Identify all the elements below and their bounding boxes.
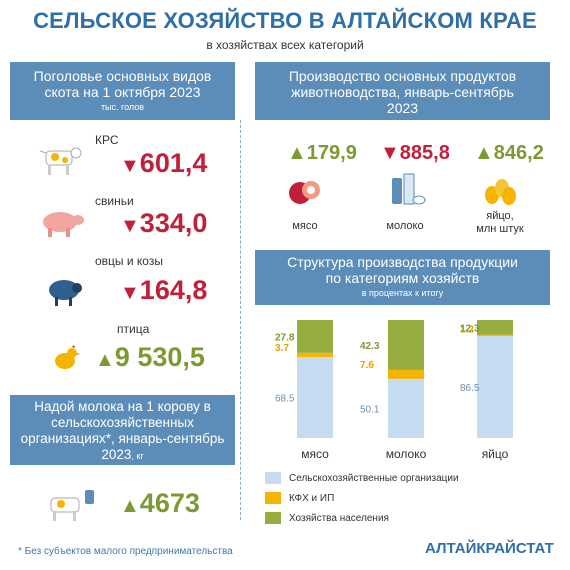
livestock-label-sheep: овцы и козы xyxy=(95,254,163,268)
legend-item-households: Хозяйства населения xyxy=(265,512,545,524)
bar-value-label: 12.3 xyxy=(460,323,480,334)
bar-segment-мясо-2 xyxy=(297,320,333,353)
production-heading-panel: Производство основных продуктов животнов… xyxy=(255,62,550,128)
page-title: СЕЛЬСКОЕ ХОЗЯЙСТВО В АЛТАЙСКОМ КРАЕ xyxy=(33,8,537,33)
chart-legend: Сельскохозяйственные организации КФХ и И… xyxy=(265,472,545,524)
bar-segment-молоко-0 xyxy=(388,378,424,438)
cow-milk-icon xyxy=(50,490,94,521)
livestock-value-sheep: ▼164,8 xyxy=(120,275,208,305)
production-value-meat: ▲179,9 xyxy=(287,142,357,164)
cow-icon xyxy=(39,147,82,175)
bar-value-label: 86.5 xyxy=(460,383,480,394)
down-arrow-icon: ▼ xyxy=(120,215,140,237)
bar-value-label: 1.2 xyxy=(460,325,474,336)
structure-chart: 68.5 3.727.8 мясо 50.1 7.6 42.3 молоко 86.5 1.21… xyxy=(275,320,513,461)
bar-value-label: 3.7 xyxy=(275,343,289,354)
bar-value-label: 68.5 xyxy=(275,394,295,405)
livestock-unit: тыс. голов xyxy=(100,102,145,112)
structure-heading-panel: Структура производства продукции по кате… xyxy=(255,250,550,305)
milk-yield-heading: Надой молока на 1 корову в сельскохозяйс… xyxy=(20,399,225,462)
legend-swatch xyxy=(265,512,281,524)
bar-value-label: 42.3 xyxy=(360,341,380,352)
bar-segment-яйцо-1 xyxy=(477,334,513,336)
production-unit: тыс. тонн xyxy=(382,118,423,128)
bar-value-label: 27.8 xyxy=(275,332,295,343)
structure-heading: Структура производства продукции по кате… xyxy=(287,254,518,286)
page-subtitle: в хозяйствах всех категорий xyxy=(206,38,364,52)
bar-segment-яйцо-0 xyxy=(477,335,513,438)
milk-yield-value: ▲4673 xyxy=(120,488,200,518)
category-label: молоко xyxy=(386,447,427,461)
production-label-meat: мясо xyxy=(292,220,318,232)
down-arrow-icon: ▼ xyxy=(120,155,140,177)
production-heading: Производство основных продуктов животнов… xyxy=(288,68,517,116)
up-arrow-icon: ▲ xyxy=(120,495,140,517)
livestock-label-pigs: свиньи xyxy=(95,194,134,208)
legend-swatch xyxy=(265,472,281,484)
bar-segment-мясо-1 xyxy=(297,352,333,358)
chicken-icon xyxy=(55,345,80,369)
bar-segment-яйцо-2 xyxy=(477,320,513,335)
bar-segment-молоко-2 xyxy=(388,320,424,370)
livestock-heading-panel: Поголовье основных видов скота на 1 октя… xyxy=(10,62,235,120)
milk-icon xyxy=(392,173,426,205)
pig-icon xyxy=(43,212,84,237)
column-divider xyxy=(240,120,241,520)
footnote: * Без субъектов малого предпринимательст… xyxy=(18,546,233,557)
eggs-icon xyxy=(485,179,516,205)
category-label: мясо xyxy=(301,447,329,461)
structure-unit: в процентах к итогу xyxy=(361,288,444,298)
category-label: яйцо xyxy=(482,447,509,461)
up-arrow-icon: ▲ xyxy=(474,142,494,164)
bar-segment-молоко-1 xyxy=(388,369,424,379)
down-arrow-icon: ▼ xyxy=(380,142,400,164)
up-arrow-icon: ▲ xyxy=(95,349,115,371)
down-arrow-icon: ▼ xyxy=(120,282,140,304)
production-label-eggs: яйцо, млн штук xyxy=(476,210,524,235)
brand-label: АЛТАЙКРАЙСТАТ xyxy=(425,540,554,557)
production-label-milk: молоко xyxy=(386,220,424,232)
legend-item-agri-orgs: Сельскохозяйственные организации xyxy=(265,472,545,484)
production-value-milk: ▼885,8 xyxy=(380,142,450,164)
bar-value-label: 50.1 xyxy=(360,404,380,415)
bar-value-label: 7.6 xyxy=(360,360,374,371)
livestock-value-poultry: ▲9 530,5 xyxy=(95,342,205,372)
livestock-value-pigs: ▼334,0 xyxy=(120,208,208,238)
bar-segment-мясо-0 xyxy=(297,357,333,438)
livestock-value-cattle: ▼601,4 xyxy=(120,148,208,178)
livestock-label-cattle: КРС xyxy=(95,133,119,147)
production-value-eggs: ▲846,2 xyxy=(474,142,544,164)
livestock-label-poultry: птица xyxy=(117,322,150,336)
milk-yield-heading-panel: Надой молока на 1 корову в сельскохозяйс… xyxy=(10,395,235,465)
up-arrow-icon: ▲ xyxy=(287,142,307,164)
legend-item-kfh: КФХ и ИП xyxy=(265,492,545,504)
sheep-icon xyxy=(49,280,82,306)
livestock-heading: Поголовье основных видов скота на 1 октя… xyxy=(33,68,212,100)
legend-swatch xyxy=(265,492,281,504)
meat-icon xyxy=(289,181,320,204)
